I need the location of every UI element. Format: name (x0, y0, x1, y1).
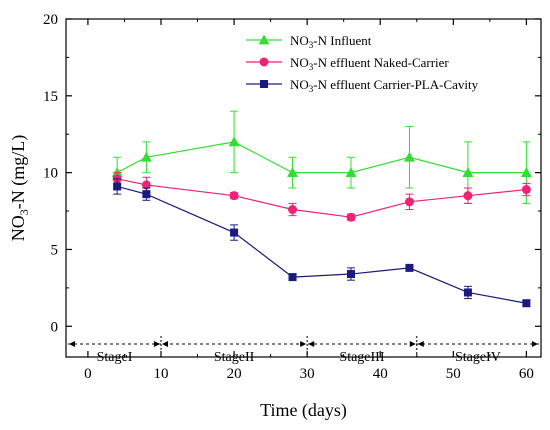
data-point (230, 228, 239, 237)
data-point (260, 80, 268, 88)
legend-label-main: NO (290, 77, 309, 92)
data-point (463, 288, 472, 297)
series-3 (113, 178, 531, 308)
data-point (229, 191, 239, 201)
data-point (462, 167, 474, 178)
stage-label: StageI (97, 350, 133, 365)
series-1 (111, 110, 532, 204)
data-point (287, 167, 299, 178)
y-tick-label: 20 (43, 12, 58, 28)
y-axis-title-main: NO (8, 215, 28, 241)
x-tick-label: 10 (154, 366, 169, 382)
legend-label: NO3-N Influent (290, 33, 372, 50)
x-axis-title: Time (days) (260, 400, 347, 421)
y-axis-title-sub: 3 (17, 209, 31, 215)
data-point (140, 151, 152, 162)
y-tick-label: 15 (43, 89, 58, 105)
series-line (117, 178, 527, 218)
plot-area (65, 18, 542, 358)
stage-arrowhead-left (308, 340, 315, 347)
x-tick-label: 40 (373, 366, 388, 382)
series-line (117, 185, 527, 304)
legend-entry-1: NO3-N Influent (246, 33, 372, 50)
data-point (346, 212, 356, 222)
y-tick-label: 0 (51, 319, 59, 335)
stage-label: StageIV (455, 350, 501, 365)
data-point (347, 270, 355, 279)
y-axis-title: NO3-N (mg/L) (8, 135, 31, 241)
data-point (405, 263, 414, 272)
data-point (111, 167, 123, 178)
axes: 0 10 20 30 40 50 60 0 5 10 15 20 (43, 12, 541, 382)
legend-label-sub: 3 (309, 40, 314, 50)
stage-label: StageII (214, 350, 255, 365)
x-tick-label: 0 (84, 366, 92, 382)
legend-entry-2: NO3-N effluent Naked-Carrier (246, 55, 449, 72)
plot-frame (65, 18, 542, 358)
data-point (345, 167, 357, 178)
data-point (228, 136, 240, 147)
legend-label-rest: -N effluent Carrier-PLA-Cavity (313, 77, 478, 92)
y-axis-title-rest: -N (mg/L) (8, 135, 29, 209)
stage-label: StageIII (339, 350, 384, 365)
stage-arrowhead-left (162, 340, 168, 347)
data-point (142, 190, 151, 199)
data-point (141, 180, 151, 190)
stage-arrowhead-right (154, 340, 160, 347)
data-point (521, 185, 531, 195)
x-tick-label: 20 (227, 366, 242, 382)
data-point (258, 34, 270, 45)
y-tick-label: 5 (51, 242, 59, 258)
legend-label-main: NO (290, 33, 309, 48)
legend-label-sub: 3 (309, 62, 314, 72)
stage-arrowhead-left (417, 340, 424, 347)
legend-label-sub: 3 (309, 84, 314, 94)
data-point (288, 273, 297, 282)
legend-entry-3: NO3-N effluent Carrier-PLA-Cavity (246, 77, 479, 94)
x-tick-label: 50 (446, 366, 461, 382)
x-tick-label: 30 (300, 366, 315, 382)
data-point (520, 167, 532, 178)
data-point (259, 57, 269, 67)
x-tick-label: 60 (519, 366, 534, 382)
stage-arrowhead-right (409, 340, 416, 347)
legend-label: NO3-N effluent Carrier-PLA-Cavity (290, 77, 479, 94)
data-point (113, 182, 122, 191)
stage-arrowhead-left (69, 340, 75, 347)
legend-label-main: NO (290, 55, 309, 70)
y-tick-label: 10 (43, 166, 58, 182)
stage-arrowhead-right (300, 340, 307, 347)
data-point (403, 151, 415, 162)
series-layer (111, 110, 532, 308)
data-point (463, 191, 473, 201)
legend-label-rest: -N Influent (313, 33, 372, 48)
stage-annotations: StageI StageII StageIII StageIV (68, 335, 539, 365)
legend-label: NO3-N effluent Naked-Carrier (290, 55, 449, 72)
legend-label-rest: -N effluent Naked-Carrier (313, 55, 449, 70)
data-point (404, 197, 414, 207)
stage-arrowhead-right (532, 340, 538, 347)
data-point (288, 205, 298, 215)
data-point (522, 299, 531, 308)
series-line (116, 141, 527, 174)
